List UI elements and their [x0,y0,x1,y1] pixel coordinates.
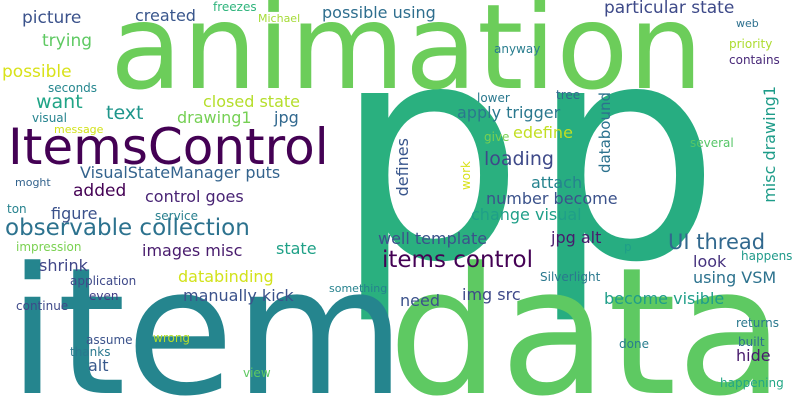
word-databound: databound [596,92,614,174]
word-items-control: items control [382,247,533,273]
word-attach: attach [531,173,583,192]
word-img-src: img src [462,285,521,304]
word-jpg: jpg [274,108,299,127]
word-ton: ton [7,202,27,216]
word-contains: contains [729,53,780,67]
word-closed-state: closed state [203,92,300,111]
word-impression: impression [16,240,82,254]
word-several: several [690,136,734,150]
word-anyway: anyway [494,42,541,56]
word-message: message [54,123,104,136]
word-look: look [693,252,727,271]
word-application: application [70,274,137,288]
word-ui-thread: UI thread [668,230,766,254]
word-p-small: p [624,240,632,254]
word-text: text [106,102,144,124]
word-web: web [736,17,759,30]
word-priority: priority [729,37,773,51]
word-built: built [738,335,765,349]
word-itemscontrol: ItemsControl [8,118,329,176]
word-using-vsm: using VSM [693,268,777,287]
word-picture: picture [22,8,82,28]
word-particular-state: particular state [604,0,735,18]
word-change-visual: change visual [471,205,582,224]
word-freezes: freezes [213,0,257,14]
word-jpg-alt: jpg alt [551,228,602,247]
word-databinding: databinding [178,267,274,286]
word-misc-drawing1: misc drawing1 [760,86,779,203]
word-visualstatemanager-puts: VisualStateManager puts [80,163,281,182]
word-happens: happens [741,249,793,263]
word-possible: possible [2,62,72,82]
word-observable-collection: observable collection [5,215,250,241]
word-view: view [243,366,271,380]
word-images-misc: images misc [142,241,243,260]
word-need: need [400,291,440,310]
word-happening: happening [720,376,784,390]
word-defines: defines [393,138,412,197]
word-p-large-1: p [334,0,525,328]
word-trying: trying [42,31,93,51]
word-wrong: wrong [153,331,191,345]
word-created: created [135,6,196,25]
word-drawing1: drawing1 [177,108,252,127]
word-continue: continue [16,299,69,313]
word-seconds: seconds [48,81,98,95]
word-p-large-2: p [530,0,721,328]
word-number-become: number become [486,189,618,208]
word-michael: Michael [258,12,301,25]
word-figure: figure [51,204,98,223]
word-data: data [388,230,785,400]
word-state: state [276,239,317,258]
word-assume: assume [86,333,133,347]
word-work: work [459,161,473,191]
word-item: item [8,230,406,400]
word-well-template: well template [378,229,488,248]
word-tree: tree [556,88,581,102]
word-possible-using: possible using [322,3,436,22]
word-apply-trigger: apply trigger [457,103,561,122]
word-animation: animation [110,0,704,116]
word-added: added [73,181,127,201]
word-visual: visual [32,111,67,125]
word-silverlight: Silverlight [540,270,601,284]
word-loading: loading [484,148,554,170]
word-done: done [619,337,649,351]
word-shrink: shrink [39,256,88,275]
word-want: want [36,91,83,113]
word-become-visible: become visible [604,289,725,308]
word-thanks: thanks [70,345,111,359]
word-hide: hide [736,346,771,365]
word-something: something [329,282,388,295]
word-even: even [89,289,119,303]
word-edefine: edefine [513,123,573,142]
word-alt: alt [88,356,109,375]
word-moght: moght [15,176,51,189]
word-manually-kick: manually kick [183,286,294,305]
word-give: give [484,130,510,144]
word-lower: lower [477,91,510,105]
word-control-goes: control goes [145,187,244,206]
word-returns: returns [736,316,779,330]
word-service: service [155,209,198,223]
